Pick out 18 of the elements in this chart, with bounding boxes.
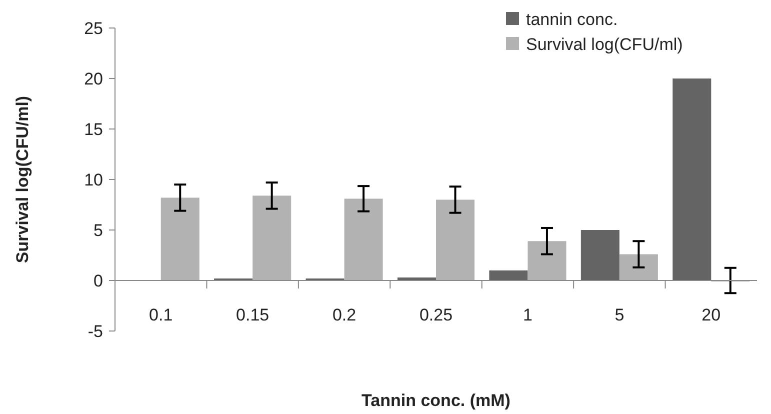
x-tick-label: 0.2 <box>332 306 356 324</box>
x-axis-title: Tannin conc. (mM) <box>362 391 510 410</box>
y-tick-label: 20 <box>84 69 103 88</box>
y-tick-label: 5 <box>94 220 103 240</box>
x-tick-label: 20 <box>702 306 721 324</box>
y-tick-label: -5 <box>88 322 103 341</box>
y-axis-title: Survival log(CFU/ml) <box>13 96 32 264</box>
x-tick-label: 0.1 <box>149 306 173 324</box>
y-tick-label: 0 <box>94 271 103 290</box>
x-tick-label: 1 <box>522 306 532 324</box>
x-tick-label: 0.15 <box>236 306 270 324</box>
legend-label: tannin conc. <box>526 10 618 29</box>
x-tick-label: 0.25 <box>419 306 453 324</box>
legend-label: Survival log(CFU/ml) <box>526 34 683 54</box>
y-tick-label: 15 <box>84 120 103 139</box>
y-tick-label: 25 <box>84 18 103 38</box>
x-tick-label: 5 <box>614 306 624 324</box>
y-tick-label: 10 <box>84 170 103 190</box>
